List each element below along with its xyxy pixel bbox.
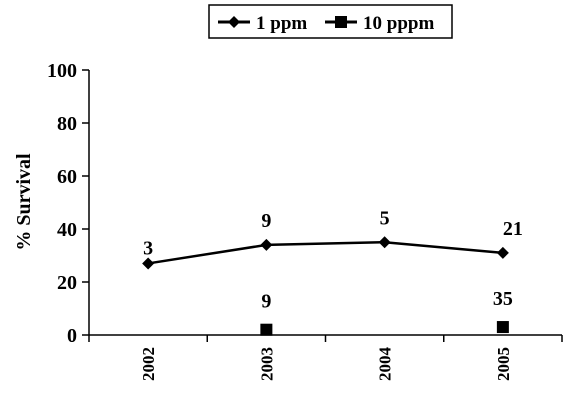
diamond-point (378, 236, 391, 249)
x-tick-label: 2002 (139, 347, 158, 381)
data-label: 9 (261, 210, 271, 232)
legend-diamond-marker (228, 16, 240, 28)
data-label: 3 (143, 237, 153, 259)
data-label: 21 (503, 218, 523, 240)
data-labels: 3 9 5 21 9 35 (143, 207, 523, 312)
legend: 1 ppm 10 pppm (208, 4, 453, 39)
legend-square-marker (335, 16, 347, 28)
y-tick-label: 40 (57, 219, 77, 241)
y-axis-label: % Survival (13, 153, 35, 251)
axes (88, 70, 562, 336)
x-tick-label: 2003 (257, 347, 276, 381)
x-tick-label: 2005 (494, 347, 513, 381)
data-label: 35 (493, 288, 513, 310)
data-label: 5 (380, 207, 390, 229)
y-tick-label: 0 (67, 325, 77, 347)
y-ticks: 0 20 40 60 80 100 (47, 60, 89, 347)
legend-label-1ppm: 1 ppm (256, 13, 307, 34)
y-tick-label: 60 (57, 166, 77, 188)
x-tick-label: 2004 (376, 347, 395, 382)
diamond-point (260, 238, 273, 251)
square-point (260, 323, 273, 336)
series-layer (142, 236, 509, 336)
x-ticks: 2002 2003 2004 2005 (88, 335, 563, 382)
data-label: 9 (261, 291, 271, 313)
diamond-point (496, 246, 509, 259)
legend-label-10pppm: 10 pppm (363, 13, 434, 34)
series-line-0 (147, 240, 503, 265)
y-tick-label: 100 (47, 60, 77, 82)
y-tick-label: 80 (57, 113, 77, 135)
square-point (496, 321, 509, 334)
diamond-point (142, 257, 155, 270)
y-tick-label: 20 (57, 272, 77, 294)
